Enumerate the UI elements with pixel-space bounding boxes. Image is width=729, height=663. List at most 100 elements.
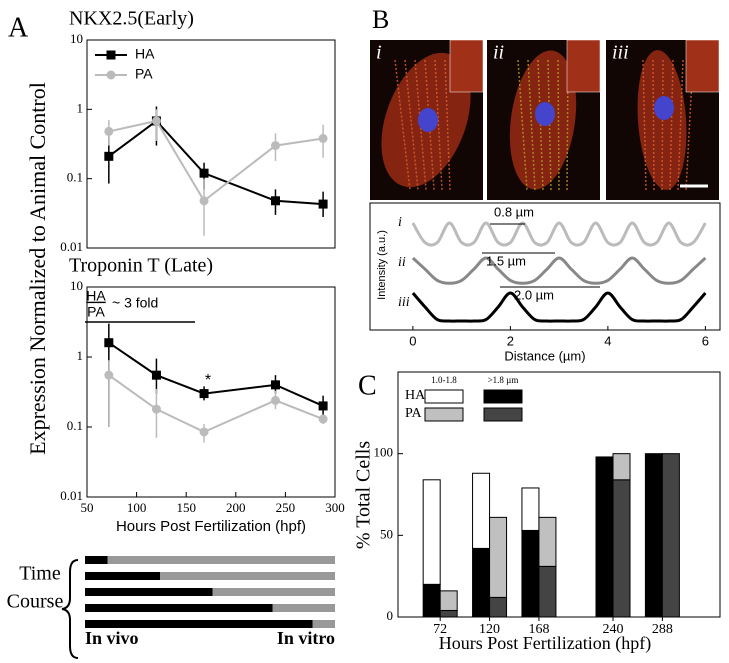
x-tick-label: 72 [433, 622, 447, 637]
data-point [151, 404, 161, 414]
data-point [199, 196, 209, 206]
plot-frame [86, 286, 336, 498]
timeline-bar [85, 556, 108, 564]
fiber [661, 59, 664, 191]
timeline-label: Time [19, 563, 61, 585]
x-tick-label: 120 [479, 622, 500, 637]
y-tick-label: 0.01 [60, 488, 83, 503]
data-point [104, 338, 114, 348]
fiber [527, 59, 536, 191]
legend-swatch [483, 389, 523, 404]
x-tick-label: 300 [325, 500, 345, 515]
x-tick-label: 200 [226, 500, 246, 515]
annotation: 2.0 µm [514, 287, 554, 302]
y-tick-label: 10 [70, 31, 83, 46]
legend-swatch [483, 407, 523, 422]
y-axis-label: Expression Normalized to Animal Control [25, 82, 50, 455]
bar-segment [489, 596, 508, 618]
data-point [270, 395, 280, 405]
x-tick-label: 0 [409, 333, 416, 348]
timeline-bar [85, 620, 313, 628]
x-tick-label: 50 [81, 500, 94, 515]
annotation: 0.8 µm [494, 204, 534, 219]
inset [685, 39, 720, 93]
image-label: ii [493, 42, 504, 64]
timeline-track [85, 556, 335, 564]
profile-line [411, 256, 707, 285]
bar-segment [521, 529, 540, 618]
fiber [677, 59, 684, 191]
y-tick-label: 100 [374, 445, 394, 460]
fiber [537, 59, 544, 191]
x-axis-label: Hours Post Fertilization (hpf) [116, 518, 306, 535]
bar-segment [439, 590, 458, 611]
plot-frame [397, 371, 721, 618]
bar-segment [422, 583, 441, 618]
bar-segment [422, 479, 441, 585]
fiber [444, 59, 451, 191]
data-point [318, 133, 328, 143]
data-point [104, 126, 114, 136]
fiber [652, 59, 655, 191]
plot-frame [86, 39, 336, 249]
x-tick-label: 6 [702, 333, 709, 348]
profile-label: ii [398, 255, 406, 270]
bar-segment [538, 565, 557, 618]
data-point [270, 141, 280, 151]
y-tick-label: 50 [380, 526, 393, 541]
y-tick-label: 0.01 [60, 239, 83, 254]
fiber [394, 59, 411, 191]
annotation: * [205, 372, 211, 389]
timeline-track [85, 572, 335, 580]
bar-segment [489, 516, 508, 598]
y-tick-label: 0.1 [67, 418, 83, 433]
legend-header: >1.8 µm [488, 375, 519, 385]
y-tick-label: 0.1 [67, 170, 83, 185]
bar-segment [472, 472, 491, 549]
legend-label: PA [135, 66, 153, 82]
x-tick-label: 168 [528, 622, 549, 637]
bar-segment [538, 516, 557, 567]
series-line [108, 341, 324, 407]
panel-label: B [372, 5, 389, 34]
x-tick-label: 150 [176, 500, 196, 515]
bar-segment [439, 609, 458, 618]
data-point [318, 199, 328, 209]
y-tick-label: 1 [77, 348, 84, 363]
data-point [151, 116, 161, 126]
inset [566, 39, 601, 93]
x-tick-label: 4 [604, 333, 611, 348]
data-point [104, 370, 114, 380]
bar-segment [644, 453, 663, 618]
profile-label: i [398, 215, 402, 230]
fiber [642, 59, 647, 191]
legend-marker [106, 50, 116, 60]
data-point [151, 370, 161, 380]
panel-label: A [8, 12, 29, 43]
legend-swatch [424, 407, 464, 422]
bar-segment [612, 453, 631, 481]
annotation: HA [86, 288, 106, 304]
x-tick-label: 2 [507, 333, 514, 348]
nucleus [535, 102, 555, 126]
y-axis-label: Intensity (a.u.) [376, 230, 388, 300]
timeline-end: In vitro [277, 628, 335, 648]
inset [449, 39, 484, 93]
timeline-label: Course [7, 591, 64, 613]
profile-label: iii [398, 295, 410, 310]
timeline-bar [85, 572, 160, 580]
legend-label: HA [135, 46, 155, 62]
timeline-end: In vivo [85, 628, 139, 648]
fiber [547, 59, 552, 191]
image-label: iii [612, 42, 629, 64]
y-tick-label: 0 [387, 608, 394, 623]
fiber [517, 59, 528, 191]
timeline-bar [85, 588, 213, 596]
x-tick-label: 100 [127, 500, 147, 515]
legend-group: PA [405, 406, 423, 421]
profile-line [411, 291, 707, 323]
data-point [199, 389, 209, 399]
fiber [669, 59, 674, 191]
nucleus [654, 96, 674, 120]
